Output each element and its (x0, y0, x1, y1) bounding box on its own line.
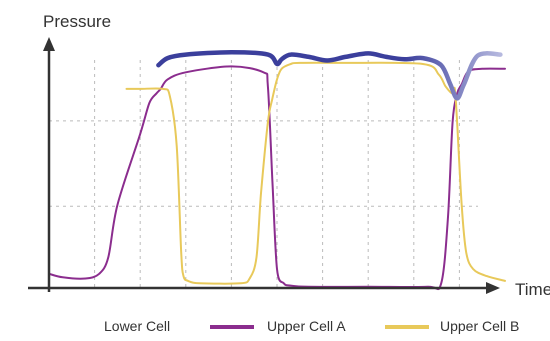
x-axis-label: Time (515, 280, 550, 299)
legend: Lower Cell Upper Cell A Upper Cell B (50, 318, 519, 334)
legend-label-upper-cell-b: Upper Cell B (440, 318, 519, 334)
series-line-upper-cell-a (48, 65, 506, 291)
legend-label-lower-cell: Lower Cell (104, 318, 170, 334)
y-axis-arrow (43, 37, 55, 51)
y-axis-label: Pressure (43, 12, 111, 31)
axes: Pressure Time (28, 12, 550, 299)
series-line-lower-cell (156, 49, 503, 101)
x-axis-arrow (486, 282, 500, 294)
legend-label-upper-cell-a: Upper Cell A (267, 318, 346, 334)
series-line-upper-cell-b (125, 61, 506, 285)
series-lines (48, 49, 506, 291)
